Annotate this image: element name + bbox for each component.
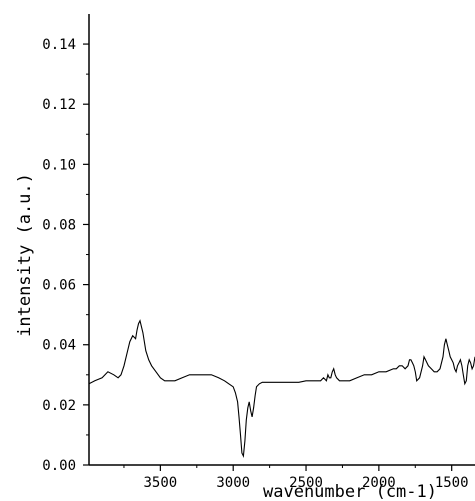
y-tick-label: 0.08 [42, 217, 76, 233]
y-tick-label: 0.02 [42, 398, 76, 414]
y-tick-label: 0.00 [42, 458, 76, 474]
series-line [88, 319, 475, 458]
y-tick-label: 0.14 [42, 37, 76, 53]
x-axis-title: wavenumber (cm-1) [263, 482, 437, 501]
x-axis-ticks: 3500 3000 2500 2000 1500 [123, 465, 469, 491]
y-tick-label: 0.06 [42, 278, 76, 294]
y-axis-ticks: 0.00 0.02 0.04 0.06 0.08 0.10 0.12 0.14 [42, 37, 89, 474]
y-axis-title: intensity (a.u.) [15, 173, 35, 337]
y-tick-label: 0.12 [42, 97, 76, 113]
x-tick-label: 3500 [144, 475, 178, 491]
x-tick-label: 2000 [362, 475, 396, 491]
y-tick-label: 0.10 [42, 157, 76, 173]
axes [88, 14, 475, 466]
y-tick-label: 0.04 [42, 338, 76, 354]
x-tick-label: 1500 [435, 475, 469, 491]
x-tick-label: 2500 [289, 475, 323, 491]
x-tick-label: 3000 [216, 475, 250, 491]
